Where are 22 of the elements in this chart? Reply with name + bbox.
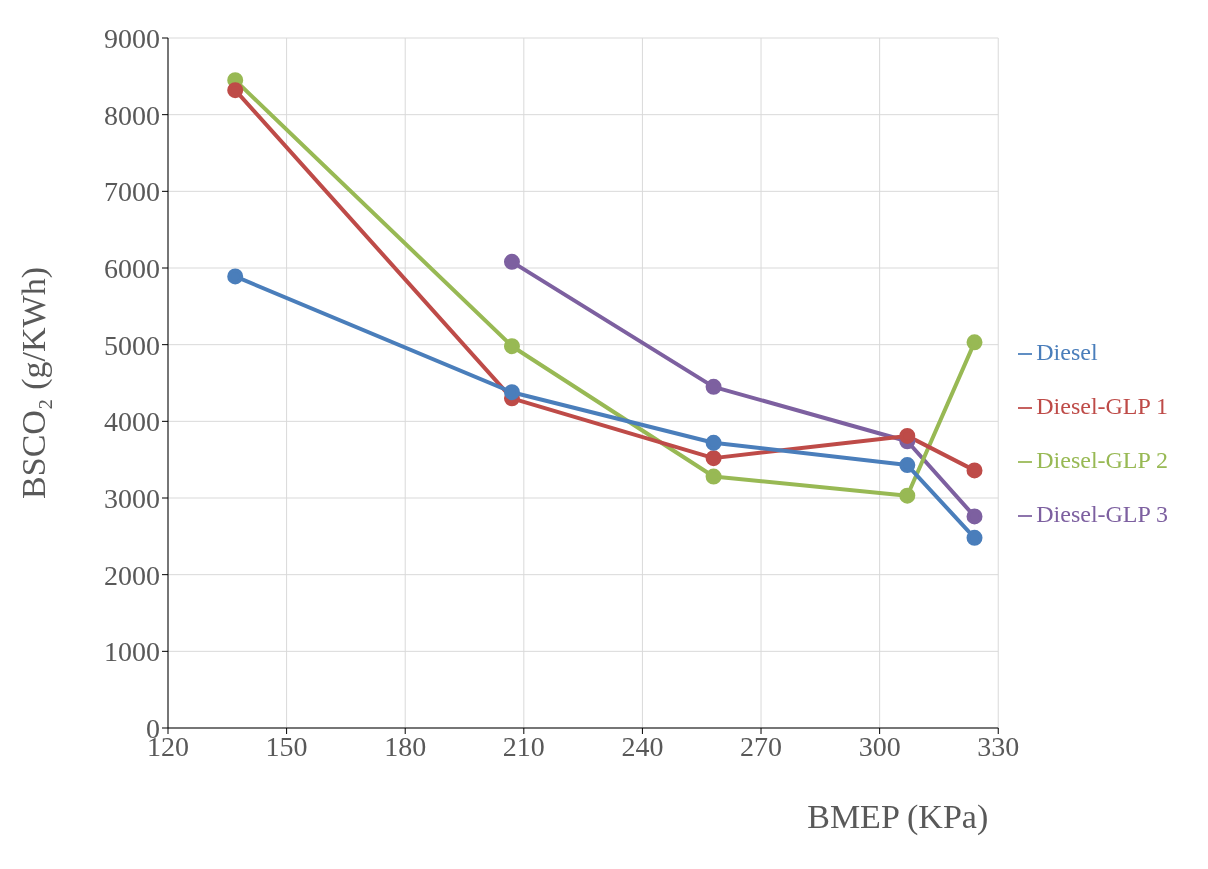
y-tick-label: 1000 — [104, 636, 160, 668]
legend-label: Diesel-GLP 3 — [1036, 501, 1168, 527]
x-tick-label: 150 — [265, 730, 308, 762]
x-tick-label: 210 — [502, 730, 545, 762]
x-tick-label: 240 — [621, 730, 664, 762]
y-tick-label: 2000 — [104, 559, 160, 591]
y-axis-title: BSCO₂ (g/KWh) — [15, 267, 54, 499]
y-tick-label: 9000 — [104, 22, 160, 54]
y-tick-label: 5000 — [104, 329, 160, 361]
x-tick-label: 330 — [977, 730, 1020, 762]
x-tick-label: 180 — [384, 730, 427, 762]
y-tick-label: 6000 — [104, 252, 160, 284]
y-tick-label: 3000 — [104, 482, 160, 514]
x-axis-title: BMEP (KPa) — [807, 798, 989, 836]
legend-label: Diesel-GLP 2 — [1036, 447, 1168, 473]
y-tick-label: 4000 — [104, 406, 160, 438]
x-tick-label: 300 — [858, 730, 901, 762]
y-tick-label: 7000 — [104, 176, 160, 208]
legend-label: Diesel — [1036, 339, 1098, 365]
x-tick-label: 270 — [740, 730, 783, 762]
legend-label: Diesel-GLP 1 — [1036, 393, 1168, 419]
y-tick-label: 8000 — [104, 99, 160, 131]
